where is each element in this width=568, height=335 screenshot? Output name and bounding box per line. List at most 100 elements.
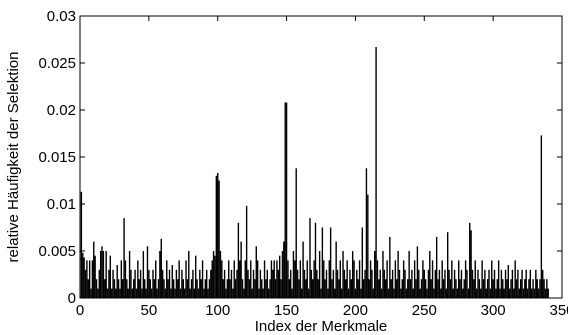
- bar: [233, 260, 235, 298]
- bar: [155, 260, 157, 298]
- bar: [396, 279, 398, 298]
- bar: [328, 260, 330, 298]
- bar: [380, 288, 383, 298]
- bar: [236, 269, 238, 298]
- bar: [90, 288, 92, 298]
- bar: [309, 218, 311, 298]
- bar: [240, 241, 242, 298]
- bar: [244, 260, 246, 298]
- bar: [241, 279, 244, 298]
- bar: [398, 269, 401, 298]
- bar: [190, 279, 193, 298]
- bar: [321, 227, 324, 298]
- bar: [146, 246, 149, 298]
- bar: [163, 279, 165, 298]
- bar: [258, 288, 260, 298]
- bar: [528, 279, 530, 298]
- bar: [91, 260, 94, 298]
- bar: [192, 269, 194, 298]
- bar: [357, 279, 359, 298]
- bar: [429, 251, 431, 298]
- bar: [203, 288, 205, 298]
- bar: [327, 288, 329, 298]
- bar: [400, 288, 402, 298]
- y-tick-label: 0.025: [38, 55, 76, 72]
- bar: [362, 279, 365, 298]
- bar: [372, 288, 375, 298]
- bar: [356, 269, 358, 298]
- bar: [226, 279, 229, 298]
- bar: [255, 246, 257, 298]
- bar: [222, 279, 224, 298]
- bar: [119, 288, 121, 298]
- bar: [276, 260, 278, 298]
- bar: [469, 222, 471, 298]
- bar: [110, 288, 113, 298]
- bar: [540, 135, 543, 298]
- bar: [478, 279, 481, 298]
- bar: [497, 260, 500, 298]
- bar: [239, 260, 241, 298]
- bar: [386, 260, 388, 298]
- bar: [183, 288, 186, 298]
- bar: [448, 269, 450, 298]
- bar: [338, 279, 340, 298]
- bar: [420, 279, 423, 298]
- bar: [178, 260, 180, 298]
- bar: [127, 288, 129, 298]
- bar: [484, 269, 486, 298]
- bar: [463, 279, 465, 298]
- bar: [320, 288, 322, 298]
- bar: [138, 279, 140, 298]
- bar: [273, 260, 275, 298]
- bar: [225, 288, 227, 298]
- bar: [535, 269, 537, 298]
- bar: [424, 279, 427, 298]
- bar: [445, 288, 448, 298]
- bar: [371, 269, 373, 298]
- bar: [252, 269, 255, 298]
- x-tick-label: 150: [274, 302, 299, 319]
- bar: [316, 269, 318, 298]
- bar: [433, 288, 435, 298]
- y-tick-label: 0.03: [47, 8, 76, 25]
- plot-frame: [79, 15, 563, 299]
- bar: [383, 269, 386, 298]
- bar: [517, 269, 519, 298]
- bar: [393, 288, 395, 298]
- bar: [86, 260, 88, 298]
- bar: [179, 288, 182, 298]
- bar: [339, 260, 341, 298]
- bar: [124, 260, 127, 298]
- bar: [243, 288, 245, 298]
- bar: [317, 279, 319, 298]
- y-tick-label: 0.01: [47, 196, 76, 213]
- bar: [431, 260, 434, 298]
- bar: [166, 260, 168, 298]
- bar: [378, 279, 380, 298]
- bar: [329, 227, 332, 298]
- bar: [437, 279, 439, 298]
- bar: [102, 251, 105, 298]
- bar: [137, 260, 139, 298]
- bar: [492, 279, 494, 298]
- bar: [427, 269, 430, 298]
- bar: [336, 269, 339, 298]
- bar: [284, 102, 286, 298]
- bar: [112, 269, 114, 298]
- bar: [435, 236, 438, 298]
- bar: [508, 288, 511, 298]
- bar: [287, 260, 289, 298]
- bar: [185, 260, 187, 298]
- bar: [444, 269, 446, 298]
- bar: [477, 269, 479, 298]
- bar: [503, 288, 505, 298]
- bar: [519, 279, 522, 298]
- bar: [464, 260, 467, 298]
- bar: [211, 260, 213, 298]
- bar: [390, 279, 392, 298]
- bar: [229, 279, 231, 298]
- bar: [149, 279, 151, 298]
- bar: [109, 255, 111, 298]
- bar: [543, 279, 545, 298]
